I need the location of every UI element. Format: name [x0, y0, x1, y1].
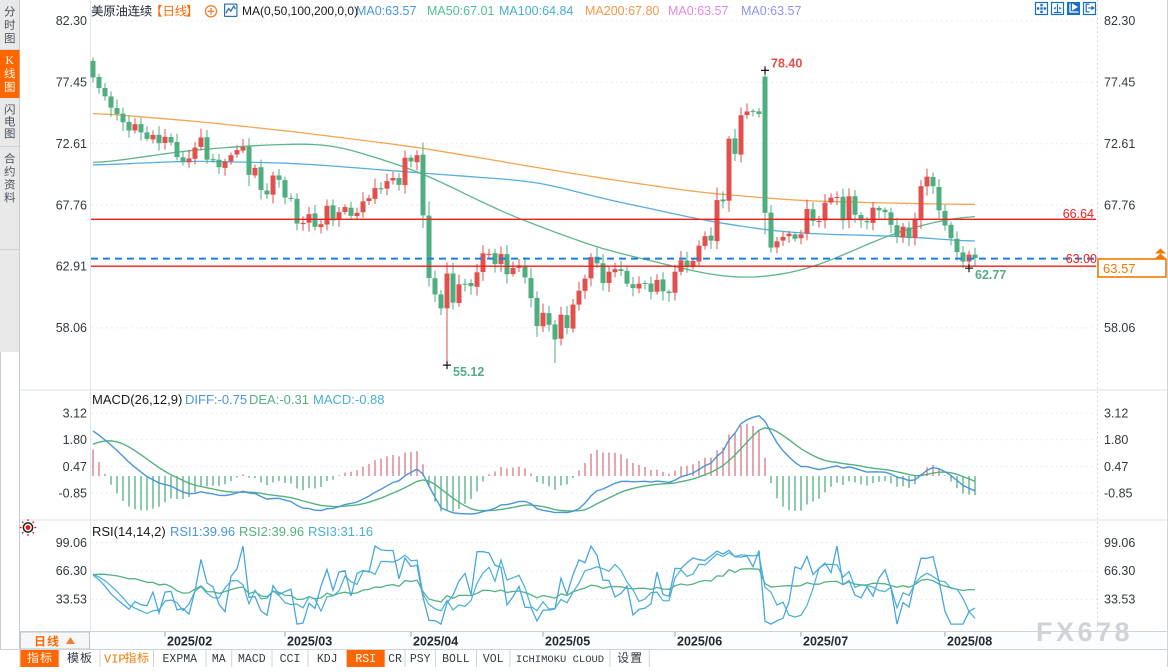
- svg-text:-0.85: -0.85: [59, 486, 88, 500]
- svg-text:2025/02: 2025/02: [167, 635, 212, 649]
- svg-text:MACD(26,12,9): MACD(26,12,9): [92, 392, 182, 407]
- svg-text:1.80: 1.80: [1104, 433, 1128, 447]
- svg-text:62.91: 62.91: [56, 260, 87, 274]
- svg-text:FX678: FX678: [1036, 617, 1133, 647]
- svg-text:33.53: 33.53: [56, 593, 87, 607]
- svg-text:2025/05: 2025/05: [545, 635, 590, 649]
- svg-text:66.64: 66.64: [1063, 207, 1094, 221]
- svg-text:67.76: 67.76: [1104, 198, 1135, 212]
- svg-text:RSI: RSI: [355, 653, 376, 666]
- svg-text:55.12: 55.12: [453, 365, 484, 379]
- svg-text:VOL: VOL: [483, 653, 504, 666]
- svg-text:MACD:-0.88: MACD:-0.88: [313, 392, 385, 407]
- svg-text:2025/08: 2025/08: [947, 635, 992, 649]
- svg-text:MA: MA: [212, 653, 226, 666]
- svg-text:MA0:63.57: MA0:63.57: [668, 4, 729, 18]
- svg-text:K: K: [6, 55, 15, 67]
- svg-text:CR: CR: [388, 653, 402, 666]
- svg-text:CCI: CCI: [280, 653, 301, 666]
- svg-text:MA200:67.80: MA200:67.80: [585, 4, 659, 18]
- svg-text:RSI(14,14,2): RSI(14,14,2): [92, 524, 166, 539]
- svg-text:77.45: 77.45: [56, 76, 87, 90]
- svg-text:MACD: MACD: [238, 653, 266, 666]
- svg-text:MA100:64.84: MA100:64.84: [499, 4, 573, 18]
- svg-text:2025/06: 2025/06: [677, 635, 722, 649]
- svg-text:2025/03: 2025/03: [287, 635, 332, 649]
- svg-text:BOLL: BOLL: [442, 653, 470, 666]
- svg-text:-0.85: -0.85: [1104, 486, 1133, 500]
- svg-text:67.76: 67.76: [56, 198, 87, 212]
- svg-text:82.30: 82.30: [56, 14, 87, 28]
- svg-text:82.30: 82.30: [1104, 14, 1135, 28]
- svg-text:2025/04: 2025/04: [413, 635, 458, 649]
- svg-text:VIP: VIP: [104, 653, 126, 667]
- svg-text:0.47: 0.47: [63, 460, 87, 474]
- svg-text:EXPMA: EXPMA: [163, 653, 198, 666]
- svg-text:RSI2:39.96: RSI2:39.96: [239, 524, 304, 539]
- svg-text:3.12: 3.12: [63, 407, 87, 421]
- svg-text:66.30: 66.30: [56, 564, 87, 578]
- svg-text:0.47: 0.47: [1104, 460, 1128, 474]
- svg-text:66.30: 66.30: [1104, 564, 1135, 578]
- svg-text:RSI3:31.16: RSI3:31.16: [308, 524, 373, 539]
- svg-text:58.06: 58.06: [1104, 321, 1135, 335]
- svg-text:63.57: 63.57: [1103, 261, 1136, 276]
- svg-text:ICHIMOKU CLOUD: ICHIMOKU CLOUD: [516, 654, 604, 666]
- svg-text:2025/07: 2025/07: [803, 635, 848, 649]
- svg-text:62.77: 62.77: [975, 268, 1006, 282]
- svg-text:DIFF:-0.75: DIFF:-0.75: [185, 392, 247, 407]
- svg-text:MA0:63.57: MA0:63.57: [741, 4, 802, 18]
- svg-text:58.06: 58.06: [56, 321, 87, 335]
- svg-text:MA(0,50,100,200,0,0): MA(0,50,100,200,0,0): [242, 4, 358, 18]
- svg-text:MA50:67.01: MA50:67.01: [427, 4, 494, 18]
- svg-text:63.00: 63.00: [1066, 252, 1097, 266]
- svg-text:33.53: 33.53: [1104, 593, 1135, 607]
- svg-text:3.12: 3.12: [1104, 407, 1128, 421]
- svg-text:77.45: 77.45: [1104, 76, 1135, 90]
- svg-text:DEA:-0.31: DEA:-0.31: [249, 392, 309, 407]
- svg-text:1.80: 1.80: [63, 433, 87, 447]
- svg-text:72.61: 72.61: [56, 137, 87, 151]
- svg-text:78.40: 78.40: [771, 56, 802, 70]
- svg-text:RSI1:39.96: RSI1:39.96: [170, 524, 235, 539]
- svg-text:99.06: 99.06: [56, 536, 87, 550]
- svg-text:99.06: 99.06: [1104, 536, 1135, 550]
- svg-text:72.61: 72.61: [1104, 137, 1135, 151]
- svg-text:PSY: PSY: [410, 653, 431, 666]
- svg-text:MA0:63.57: MA0:63.57: [356, 4, 417, 18]
- svg-text:KDJ: KDJ: [317, 653, 338, 666]
